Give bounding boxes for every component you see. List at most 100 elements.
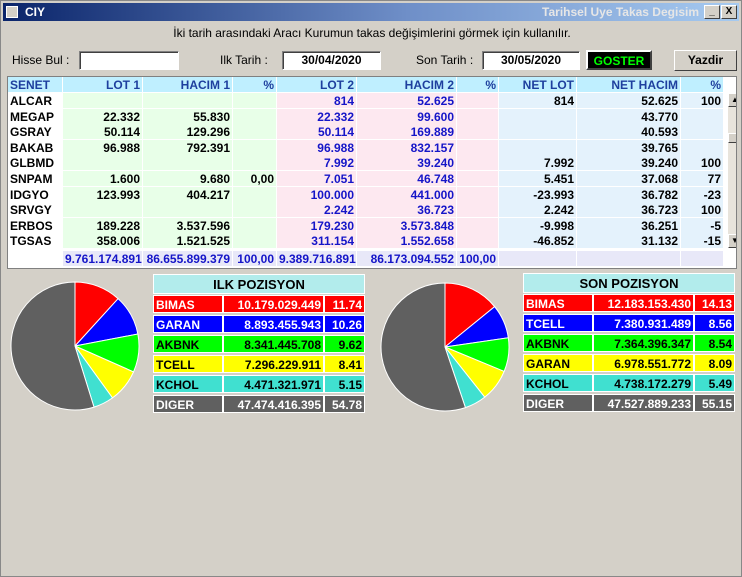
table-row[interactable]: GLBMD 7.992 39.240 7.992 39.240 100: [8, 155, 736, 172]
position-name: DIGER: [153, 395, 223, 413]
table-row[interactable]: ERBOS 189.228 3.537.596 179.230 3.573.848 -9.…: [8, 217, 736, 234]
cell-hacim2: 1.552.658: [357, 233, 457, 250]
position-pct: 8.09: [694, 354, 735, 372]
cell-lot2: 50.114: [277, 124, 357, 141]
position-name: DIGER: [523, 394, 593, 412]
cell-lot1: 96.988: [63, 139, 143, 156]
son-tarih-label: Son Tarih :: [416, 53, 474, 67]
cell-pct1: [233, 217, 277, 234]
cell-net-pct: -23: [681, 186, 724, 203]
total-net-hacim: [577, 251, 681, 267]
cell-lot2: 814: [277, 93, 357, 109]
table-row[interactable]: SNPAM 1.600 9.680 0,00 7.051 46.748 5.451 37.06…: [8, 171, 736, 187]
cell-net-lot: -46.852: [499, 233, 577, 250]
position-name: TCELL: [523, 314, 593, 332]
cell-pct1: [233, 139, 277, 156]
position-name: KCHOL: [153, 375, 223, 393]
position-value: 12.183.153.430: [593, 294, 694, 312]
position-row-diger: DIGER 47.527.889.233 55.15: [523, 394, 735, 412]
cell-senet: ALCAR: [8, 93, 63, 109]
table-row[interactable]: GSRAY 50.114 129.296 50.114 169.889 40.593: [8, 124, 736, 141]
cell-lot1: 50.114: [63, 124, 143, 141]
minimize-button[interactable]: _: [704, 5, 720, 19]
cell-pct2: [457, 202, 499, 219]
cell-pct2: [457, 155, 499, 172]
son-tarih-input[interactable]: 30/05/2020: [482, 51, 580, 70]
yazdir-button[interactable]: Yazdir: [674, 50, 737, 71]
takas-table[interactable]: SENET LOT 1 HACIM 1% LOT 2 HACIM 2% NET LOT NE…: [7, 76, 737, 269]
ilk-tarih-input[interactable]: 30/04/2020: [282, 51, 381, 70]
position-row-tcell: TCELL 7.296.229.911 8.41: [153, 355, 365, 373]
title-bar[interactable]: CIY Tarihsel Uye Takas Degisim _ X: [3, 3, 739, 21]
position-name: AKBNK: [523, 334, 593, 352]
cell-net-hacim: 37.068: [577, 171, 681, 187]
cell-pct2: [457, 139, 499, 156]
cell-pct2: [457, 171, 499, 187]
total-senet: [8, 251, 63, 267]
window-caption: Tarihsel Uye Takas Degisim: [542, 5, 699, 19]
table-row[interactable]: MEGAP 22.332 55.830 22.332 99.600 43.770: [8, 108, 736, 125]
cell-net-hacim: 36.782: [577, 186, 681, 203]
position-pct: 55.15: [694, 394, 735, 412]
scroll-up-arrow-icon[interactable]: ▲: [728, 93, 736, 107]
table-totals-row[interactable]: 9.761.174.891 86.655.899.379 100,00 9.389.7…: [8, 251, 736, 267]
cell-net-hacim: 39.240: [577, 155, 681, 172]
cell-lot2: 7.051: [277, 171, 357, 187]
cell-lot2: 96.988: [277, 139, 357, 156]
cell-net-pct: 77: [681, 171, 724, 187]
total-hacim2: 86.173.094.552: [357, 251, 457, 267]
cell-net-hacim: 31.132: [577, 233, 681, 250]
position-row-akbnk: AKBNK 8.341.445.708 9.62: [153, 335, 365, 353]
position-pct: 54.78: [324, 395, 365, 413]
cell-senet: BAKAB: [8, 139, 63, 156]
hisse-label: Hisse Bul :: [12, 53, 70, 67]
table-row[interactable]: BAKAB 96.988 792.391 96.988 832.157 39.765: [8, 139, 736, 156]
column-header-pct2: %: [457, 77, 499, 93]
position-value: 6.978.551.772: [593, 354, 694, 372]
position-pct: 5.15: [324, 375, 365, 393]
table-row[interactable]: SRVGY 2.242 36.723 2.242 36.723 100: [8, 202, 736, 219]
cell-hacim1: [143, 155, 233, 172]
cell-senet: TGSAS: [8, 233, 63, 250]
cell-net-hacim: 39.765: [577, 139, 681, 156]
column-header-lot1: LOT 1: [63, 77, 143, 93]
cell-net-lot: 2.242: [499, 202, 577, 219]
info-text: İki tarih arasındaki Aracı Kurumun takas…: [173, 26, 571, 40]
cell-senet: ERBOS: [8, 217, 63, 234]
son-pozisyon-pie-chart: [380, 282, 510, 412]
position-pct: 11.74: [324, 295, 365, 313]
ilk-pozisyon-table: ILK POZISYON BIMAS 10.179.029.449 11.74 GAR…: [153, 274, 365, 414]
cell-lot1: 358.006: [63, 233, 143, 250]
table-row[interactable]: ALCAR 814 52.625 814 52.625 100: [8, 93, 736, 109]
position-row-bimas: BIMAS 10.179.029.449 11.74: [153, 295, 365, 313]
cell-hacim2: 832.157: [357, 139, 457, 156]
cell-pct1: [233, 202, 277, 219]
close-button[interactable]: X: [721, 5, 737, 19]
position-value: 47.474.416.395: [223, 395, 324, 413]
table-scrollbar[interactable]: ▲ ▼: [728, 93, 736, 248]
table-header-row: SENET LOT 1 HACIM 1% LOT 2 HACIM 2% NET LOT NE…: [8, 77, 736, 93]
scroll-thumb[interactable]: [728, 133, 736, 143]
position-name: TCELL: [153, 355, 223, 373]
cell-lot1: [63, 93, 143, 109]
table-row[interactable]: TGSAS 358.006 1.521.525 311.154 1.552.658 -46…: [8, 233, 736, 250]
position-name: BIMAS: [153, 295, 223, 313]
cell-pct1: [233, 186, 277, 203]
app-icon[interactable]: [6, 6, 18, 18]
scroll-down-arrow-icon[interactable]: ▼: [728, 234, 736, 248]
cell-hacim2: 39.240: [357, 155, 457, 172]
hisse-search-input[interactable]: [79, 51, 179, 70]
table-row[interactable]: IDGYO 123.993 404.217 100.000 441.000 -23.993…: [8, 186, 736, 203]
cell-net-lot: [499, 108, 577, 125]
cell-hacim2: 99.600: [357, 108, 457, 125]
cell-lot1: 1.600: [63, 171, 143, 187]
position-name: AKBNK: [153, 335, 223, 353]
goster-button[interactable]: GOSTER: [586, 50, 652, 70]
cell-pct2: [457, 233, 499, 250]
son-pozisyon-table: SON POZISYON BIMAS 12.183.153.430 14.13 TCE…: [523, 273, 735, 413]
cell-senet: GLBMD: [8, 155, 63, 172]
position-row-akbnk: AKBNK 7.364.396.347 8.54: [523, 334, 735, 352]
cell-pct2: [457, 217, 499, 234]
ilk-tarih-label: Ilk Tarih :: [220, 53, 268, 67]
